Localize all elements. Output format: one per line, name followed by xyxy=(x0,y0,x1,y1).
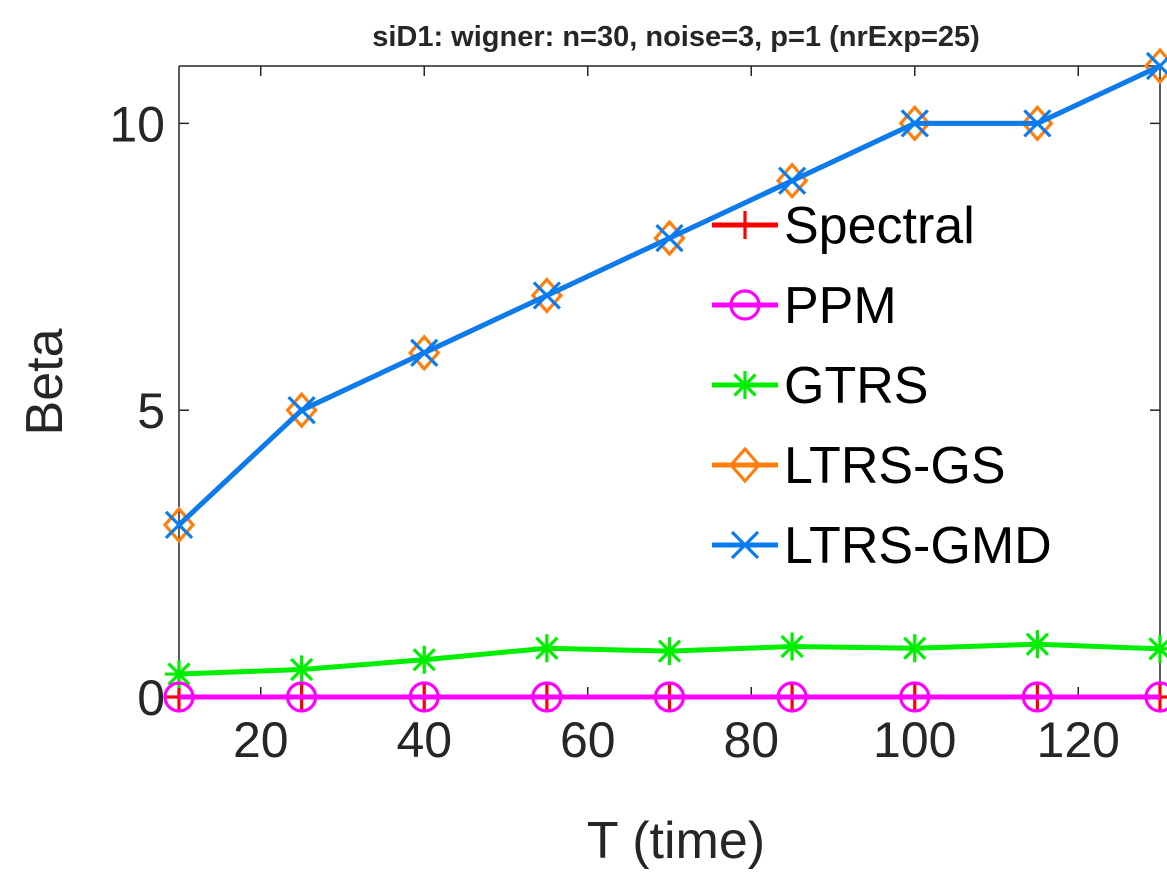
x-tick-label: 40 xyxy=(396,712,452,768)
data-point xyxy=(1143,47,1167,85)
legend-label: LTRS-GS xyxy=(784,437,1006,495)
circle-marker xyxy=(163,681,195,713)
axes: 20 40 60 80 100 120 0 5 10 xyxy=(109,65,1161,768)
asterisk-d2 xyxy=(167,662,191,686)
data-point xyxy=(777,166,807,195)
x-marker-b xyxy=(655,223,684,253)
asterisk-d2 xyxy=(1148,639,1167,661)
data-point xyxy=(410,645,439,674)
data-point xyxy=(1021,681,1053,713)
data-point xyxy=(1146,634,1167,663)
data-point xyxy=(900,109,929,138)
series-ppm xyxy=(163,681,1167,713)
x-marker-b xyxy=(287,396,316,425)
asterisk-d2 xyxy=(733,373,757,397)
x-marker-b xyxy=(164,510,194,540)
x-tick-label: 80 xyxy=(723,712,779,768)
legend-label: GTRS xyxy=(784,357,928,415)
x-tick-label: 20 xyxy=(233,712,289,768)
data-point xyxy=(778,632,807,661)
data-point xyxy=(1145,51,1167,81)
diamond-marker xyxy=(898,104,931,142)
diamond-marker xyxy=(728,446,762,484)
x-marker-b xyxy=(1023,109,1052,138)
asterisk-d2 xyxy=(412,648,436,672)
data-point xyxy=(899,681,931,713)
data-point xyxy=(655,223,684,253)
data-point xyxy=(731,211,759,239)
legend-item: LTRS-GS xyxy=(712,437,1006,495)
data-point xyxy=(898,104,931,142)
legend: Spectral PPM GTRS LTRS-GS LTRS-GMD xyxy=(712,197,1052,575)
data-point xyxy=(728,446,762,484)
x-tick-label: 60 xyxy=(560,712,616,768)
series-line xyxy=(177,63,1162,527)
x-marker-b xyxy=(1145,56,1167,81)
x-marker-b xyxy=(777,166,807,195)
x-marker-b xyxy=(410,338,439,367)
asterisk-d2 xyxy=(780,634,804,659)
series-ltrs-gmd xyxy=(164,51,1167,540)
y-tick-label: 0 xyxy=(137,670,165,726)
y-tick-label: 10 xyxy=(109,96,165,152)
data-point xyxy=(410,338,439,367)
circle-marker xyxy=(653,681,686,713)
series-layer xyxy=(162,47,1167,713)
legend-label: Spectral xyxy=(784,197,975,255)
legend-label: LTRS-GMD xyxy=(784,517,1052,575)
asterisk-d2 xyxy=(1025,632,1050,656)
asterisk-d2 xyxy=(657,639,682,663)
chart-title: siD1: wigner: n=30, noise=3, p=1 (nrExp=… xyxy=(372,21,980,53)
circle-marker xyxy=(408,681,440,713)
x-marker-b xyxy=(532,281,562,310)
data-point xyxy=(730,530,760,560)
data-point xyxy=(1144,681,1167,713)
data-point xyxy=(729,289,761,321)
circle-marker xyxy=(899,681,931,713)
legend-item: LTRS-GMD xyxy=(712,517,1052,575)
circle-marker xyxy=(531,681,563,713)
data-point xyxy=(286,681,318,713)
circle-marker xyxy=(286,681,318,713)
series-line xyxy=(177,63,1162,527)
y-tick-label: 5 xyxy=(137,383,165,439)
data-point xyxy=(1023,109,1052,138)
legend-label: PPM xyxy=(784,277,897,335)
data-point xyxy=(163,681,195,713)
data-point xyxy=(655,637,684,666)
data-point xyxy=(653,681,686,713)
asterisk-d2 xyxy=(289,657,314,682)
data-point xyxy=(1023,630,1052,659)
asterisk-d2 xyxy=(903,636,927,660)
circle-marker xyxy=(729,289,761,321)
x-marker-b xyxy=(730,530,760,560)
legend-item: GTRS xyxy=(712,357,928,415)
data-point xyxy=(532,634,561,663)
y-axis-label: Beta xyxy=(16,328,74,435)
circle-marker xyxy=(1021,681,1053,713)
data-point xyxy=(900,634,929,663)
x-axis-label: T (time) xyxy=(587,812,765,870)
asterisk-d2 xyxy=(535,636,559,660)
legend-item: PPM xyxy=(712,277,897,335)
data-point xyxy=(287,396,316,425)
circle-marker xyxy=(1144,681,1167,713)
series-gtrs xyxy=(165,630,1167,689)
data-point xyxy=(731,371,759,399)
x-tick-label: 120 xyxy=(1037,712,1120,768)
circle-marker xyxy=(776,681,808,713)
data-point xyxy=(531,681,563,713)
data-point xyxy=(408,681,440,713)
diamond-marker xyxy=(1143,47,1167,85)
data-point xyxy=(287,655,316,684)
x-tick-label: 100 xyxy=(873,712,956,768)
data-point xyxy=(532,281,562,310)
legend-item: Spectral xyxy=(712,197,975,255)
x-marker-b xyxy=(900,109,929,138)
data-point xyxy=(164,510,194,540)
data-point xyxy=(776,681,808,713)
